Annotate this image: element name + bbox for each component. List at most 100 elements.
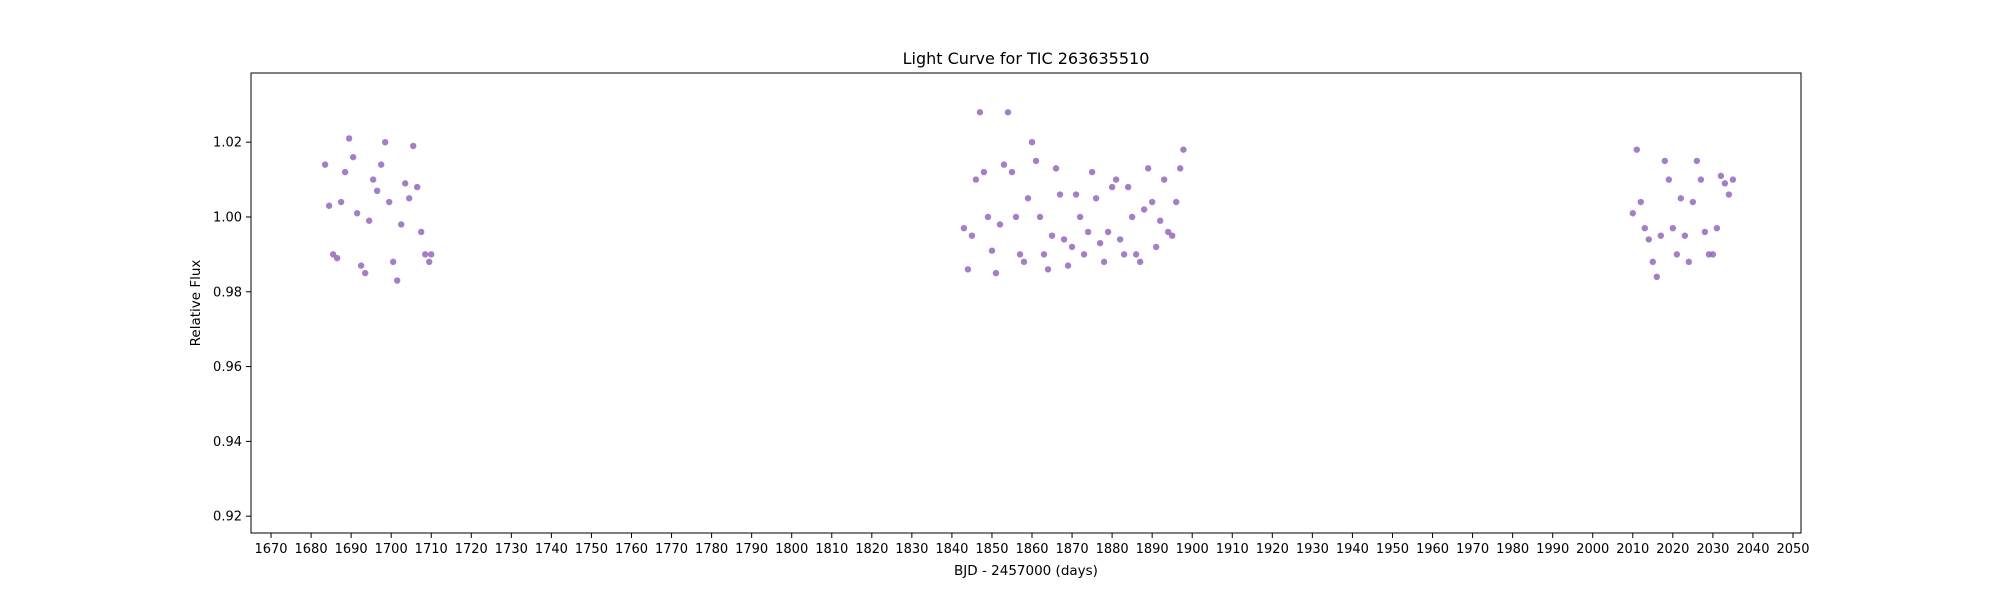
x-tick-label: 2000 xyxy=(1576,542,1609,557)
x-tick-label: 1900 xyxy=(1176,542,1209,557)
x-tick-label: 1820 xyxy=(855,542,888,557)
flux-point-sector-2 xyxy=(1172,198,1180,206)
flux-point-sector-2 xyxy=(964,266,972,273)
flux-point-sector-1 xyxy=(353,210,361,217)
flux-point-sector-3 xyxy=(1721,180,1729,187)
x-tick-label: 1730 xyxy=(495,542,528,557)
flux-point-sector-2 xyxy=(960,225,968,232)
x-tick-label: 1810 xyxy=(815,542,848,557)
flux-point-sector-1 xyxy=(393,277,401,284)
x-tick-label: 1680 xyxy=(295,542,328,557)
x-tick-label: 1870 xyxy=(1056,542,1089,557)
flux-point-sector-2 xyxy=(976,109,984,116)
flux-point-sector-1 xyxy=(422,251,429,258)
flux-point-sector-2 xyxy=(1168,232,1176,239)
flux-point-sector-3 xyxy=(1649,258,1657,266)
x-tick-label: 1930 xyxy=(1296,542,1329,557)
x-tick-label: 1920 xyxy=(1256,542,1289,557)
x-tick-label: 1950 xyxy=(1376,542,1409,557)
x-tick-label: 1790 xyxy=(735,542,768,557)
flux-point-sector-1 xyxy=(365,217,373,224)
flux-point-sector-1 xyxy=(369,176,377,183)
flux-point-sector-2 xyxy=(1088,168,1096,176)
flux-point-sector-2 xyxy=(1164,228,1172,236)
flux-point-sector-2 xyxy=(980,168,988,176)
x-tick-label: 2020 xyxy=(1656,542,1689,557)
x-tick-label: 1770 xyxy=(655,542,688,557)
flux-point-sector-2 xyxy=(968,232,976,239)
flux-point-sector-2 xyxy=(1068,243,1076,251)
flux-point-sector-1 xyxy=(337,198,345,206)
plot-frame xyxy=(250,72,1802,534)
flux-point-sector-3 xyxy=(1689,198,1697,206)
flux-point-sector-2 xyxy=(988,247,996,254)
flux-point-sector-2 xyxy=(1040,251,1048,258)
flux-point-sector-2 xyxy=(1000,161,1008,168)
x-axis-label: BJD - 2457000 (days) xyxy=(954,563,1098,579)
flux-point-sector-1 xyxy=(385,198,393,206)
flux-point-sector-1 xyxy=(349,153,357,161)
flux-point-sector-2 xyxy=(1052,165,1060,172)
flux-point-sector-2 xyxy=(1136,258,1144,266)
flux-point-sector-2 xyxy=(1156,217,1164,224)
flux-point-sector-3 xyxy=(1693,157,1701,165)
flux-point-sector-2 xyxy=(1124,183,1132,191)
flux-point-sector-2 xyxy=(1112,176,1120,183)
flux-point-sector-3 xyxy=(1685,258,1693,266)
flux-point-sector-2 xyxy=(1160,176,1168,183)
flux-point-sector-2 xyxy=(1060,236,1068,243)
flux-point-sector-1 xyxy=(377,161,385,168)
flux-point-sector-2 xyxy=(984,213,992,221)
flux-point-sector-2 xyxy=(1092,195,1100,202)
flux-point-sector-2 xyxy=(1024,195,1032,202)
x-tick-label: 1960 xyxy=(1416,542,1449,557)
y-axis-ticks: 0.92 0.94 0.96 0.98 1.00 1.02 xyxy=(213,136,251,525)
flux-point-sector-2 xyxy=(1020,258,1028,266)
chart-title: Light Curve for TIC 263635510 xyxy=(903,49,1150,68)
flux-point-sector-2 xyxy=(1044,266,1052,273)
x-tick-label: 1780 xyxy=(695,542,728,557)
flux-point-sector-2 xyxy=(1140,206,1148,213)
flux-point-sector-1 xyxy=(410,142,417,150)
flux-point-sector-3 xyxy=(1697,176,1705,183)
x-tick-label: 1860 xyxy=(1015,542,1048,557)
flux-point-sector-1 xyxy=(325,202,333,209)
flux-point-sector-1 xyxy=(402,180,409,187)
flux-point-sector-3 xyxy=(1653,273,1661,281)
flux-point-sector-3 xyxy=(1709,251,1717,258)
flux-point-sector-2 xyxy=(992,269,1000,277)
flux-point-sector-2 xyxy=(1096,239,1104,247)
flux-point-sector-2 xyxy=(1108,183,1116,191)
x-tick-label: 1970 xyxy=(1456,542,1489,557)
flux-point-sector-3 xyxy=(1637,198,1644,206)
flux-point-sector-1 xyxy=(341,168,349,176)
flux-point-sector-2 xyxy=(1076,213,1084,221)
x-tick-label: 1800 xyxy=(775,542,808,557)
flux-point-sector-2 xyxy=(1036,213,1044,221)
flux-point-sector-3 xyxy=(1645,236,1653,243)
x-tick-label: 1720 xyxy=(455,542,488,557)
flux-point-sector-1 xyxy=(361,269,369,277)
flux-point-sector-2 xyxy=(1100,258,1108,266)
flux-point-sector-2 xyxy=(1032,157,1040,165)
x-tick-label: 1850 xyxy=(975,542,1008,557)
flux-point-sector-2 xyxy=(1084,228,1092,236)
y-tick-label: 0.92 xyxy=(213,510,242,525)
flux-point-sector-2 xyxy=(1177,165,1184,172)
flux-point-sector-3 xyxy=(1729,176,1737,183)
flux-point-sector-1 xyxy=(418,228,425,236)
flux-point-sector-2 xyxy=(1048,232,1056,239)
flux-point-sector-1 xyxy=(321,161,329,168)
y-tick-label: 0.98 xyxy=(213,285,242,300)
x-tick-label: 1840 xyxy=(935,542,968,557)
x-tick-label: 1940 xyxy=(1336,542,1369,557)
x-tick-label: 1760 xyxy=(615,542,648,557)
x-tick-label: 1910 xyxy=(1216,542,1249,557)
flux-point-sector-2 xyxy=(1016,251,1024,258)
x-tick-label: 1690 xyxy=(335,542,368,557)
y-tick-label: 0.96 xyxy=(213,360,242,375)
y-tick-label: 1.02 xyxy=(213,136,242,151)
y-tick-label: 0.94 xyxy=(213,435,242,450)
